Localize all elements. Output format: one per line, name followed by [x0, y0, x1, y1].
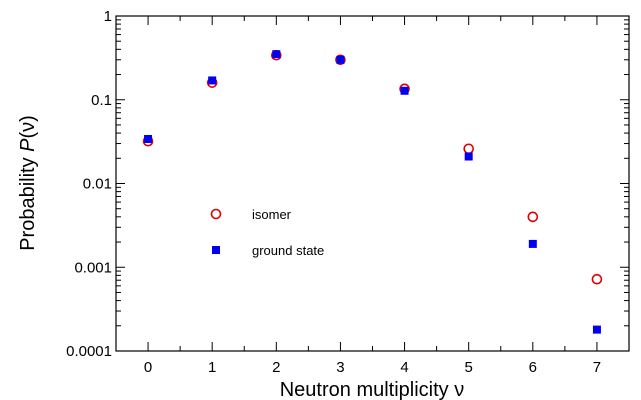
ground-state-point: [272, 50, 281, 59]
isomer-point: [463, 143, 474, 155]
plot-frame: [115, 15, 630, 352]
y-tick-label: 0.001: [74, 259, 112, 276]
y-axis-title-suffix: (ν): [17, 115, 39, 138]
ground-state-point: [336, 55, 345, 64]
x-tick-label: 1: [208, 359, 216, 376]
data-marks: [142, 49, 603, 334]
ground-state-point: [208, 76, 217, 85]
legend-isomer-marker: [210, 208, 222, 220]
x-tick-label: 4: [400, 359, 408, 376]
ground-state-point: [592, 325, 601, 334]
ground-state-point: [144, 134, 153, 143]
y-axis-title: Probability P(ν): [17, 115, 39, 251]
y-tick-label: 0.01: [83, 176, 112, 193]
y-tick-label: 0.0001: [66, 343, 112, 360]
x-tick-label: 6: [529, 359, 537, 376]
y-axis-title-symbol: P: [17, 138, 39, 152]
isomer-point: [527, 211, 539, 223]
x-tick-label: 7: [593, 359, 601, 376]
isomer-point: [335, 54, 346, 66]
x-tick-label: 0: [144, 359, 152, 376]
legend-label: ground state: [252, 243, 324, 258]
legend-label: isomer: [252, 207, 292, 222]
ground-state-point: [400, 86, 409, 95]
ticks: 0 1 2 3 4 5 6 7 0.0001 0.001 0.01 0.1 1: [66, 8, 630, 376]
ground-state-point: [528, 239, 537, 248]
x-tick-label: 2: [272, 359, 280, 376]
y-tick-label: 0.1: [91, 92, 112, 109]
y-axis-title-prefix: Probability: [17, 152, 39, 251]
x-axis-title: Neutron multiplicity ν: [280, 379, 465, 400]
x-tick-label: 5: [465, 359, 473, 376]
x-tick-label: 3: [336, 359, 344, 376]
y-tick-label: 1: [104, 8, 112, 25]
legend: isomer ground state: [210, 207, 324, 258]
isomer-point: [591, 273, 603, 285]
legend-ground-state-marker: [212, 246, 220, 254]
ground-state-point: [464, 152, 473, 161]
